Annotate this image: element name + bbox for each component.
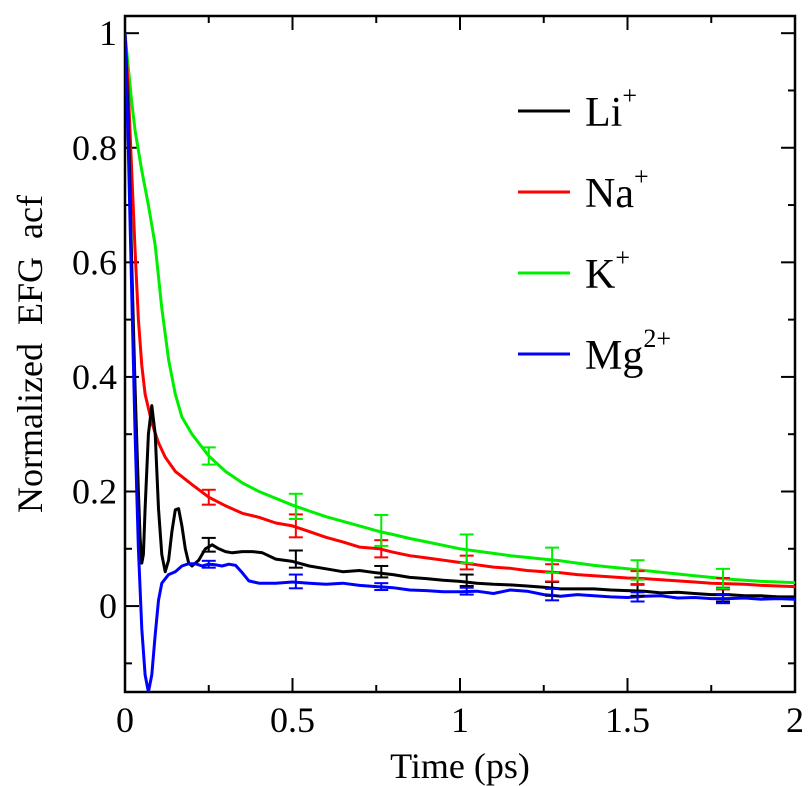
error-bar-mg (288, 573, 303, 590)
error-bar-k (715, 567, 730, 590)
error-bar-li (201, 536, 216, 553)
error-bar-li (288, 549, 303, 569)
y-tick-label: 0.2 (72, 471, 117, 511)
legend-entry-na: Na+ (518, 162, 649, 217)
y-tick-label: 1 (99, 13, 117, 53)
y-axis-title: Normalized EFG acf (10, 195, 50, 513)
legend-entry-k: K+ (518, 243, 630, 298)
series-line-k (125, 33, 795, 585)
series-line-li (125, 33, 795, 599)
error-bar-na (201, 488, 216, 506)
legend-label: Na+ (585, 162, 649, 217)
series-line-na (125, 33, 795, 589)
y-tick-label: 0.4 (72, 357, 117, 397)
error-bar-li (459, 573, 474, 588)
x-tick-label: 0 (116, 700, 134, 740)
error-bar-mg (459, 586, 474, 596)
legend: Li+ Na+ K+ Mg2+ (518, 81, 671, 379)
error-bar-k (459, 533, 474, 565)
series-lines (125, 33, 795, 692)
axis-tick-labels: 0 0.5 1 1.5 2 0 0.2 0.4 0.6 0.8 1 (72, 13, 804, 740)
error-bar-k (201, 446, 216, 466)
x-tick-label: 1.5 (605, 700, 650, 740)
error-bar-k (288, 492, 303, 520)
x-axis-title: Time (ps) (390, 746, 530, 786)
error-bar-k (545, 546, 560, 574)
y-tick-label: 0 (99, 586, 117, 626)
y-tick-label: 0.8 (72, 128, 117, 168)
error-bar-mg (715, 593, 730, 605)
legend-superscript: 2+ (643, 324, 671, 353)
axis-ticks (124, 16, 796, 692)
legend-label: K+ (585, 243, 630, 298)
legend-label: Li+ (585, 81, 637, 136)
legend-label: Mg2+ (585, 324, 671, 379)
legend-superscript: + (634, 162, 649, 191)
legend-entry-mg: Mg2+ (518, 324, 671, 379)
legend-superscript: + (622, 81, 637, 110)
y-tick-label: 0.6 (72, 242, 117, 282)
x-tick-label: 2 (786, 700, 804, 740)
x-tick-label: 1 (451, 700, 469, 740)
error-bar-mg (201, 559, 216, 569)
error-bar-mg (374, 582, 389, 592)
error-bar-k (630, 559, 645, 581)
error-bars (201, 446, 730, 605)
error-bar-li (374, 564, 389, 579)
x-tick-label: 0.5 (270, 700, 315, 740)
series-line-mg (125, 33, 795, 692)
legend-superscript: + (615, 243, 630, 272)
legend-entry-li: Li+ (518, 81, 637, 136)
error-bar-mg (630, 591, 645, 603)
error-bar-k (374, 513, 389, 547)
error-bar-mg (545, 587, 560, 602)
